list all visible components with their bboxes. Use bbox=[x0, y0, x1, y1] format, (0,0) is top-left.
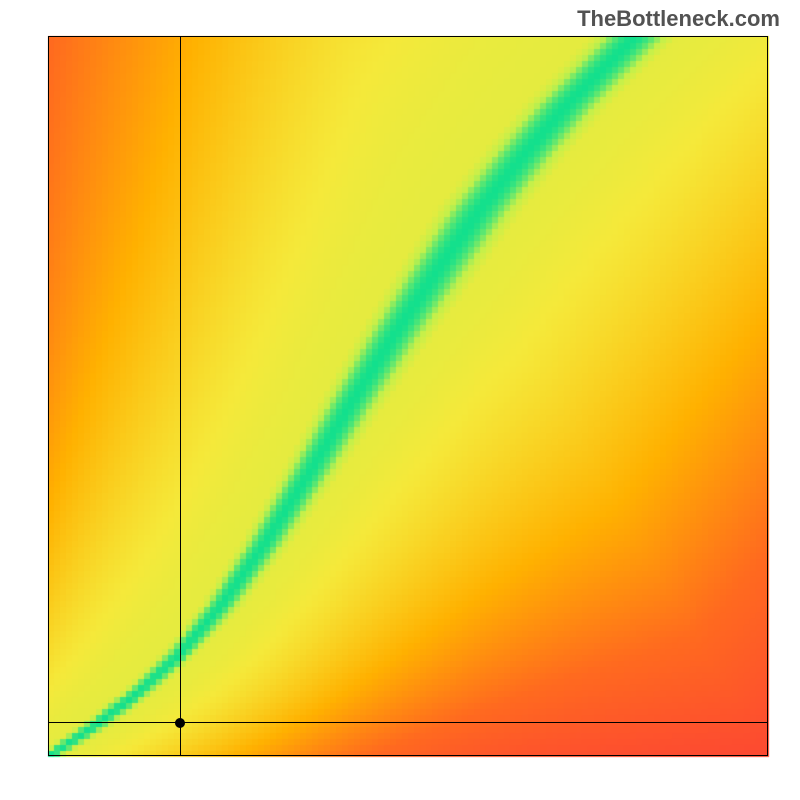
chart-container: { "meta": { "watermark_text": "TheBottle… bbox=[0, 0, 800, 800]
watermark-text: TheBottleneck.com bbox=[577, 6, 780, 32]
bottleneck-heatmap bbox=[0, 0, 800, 800]
